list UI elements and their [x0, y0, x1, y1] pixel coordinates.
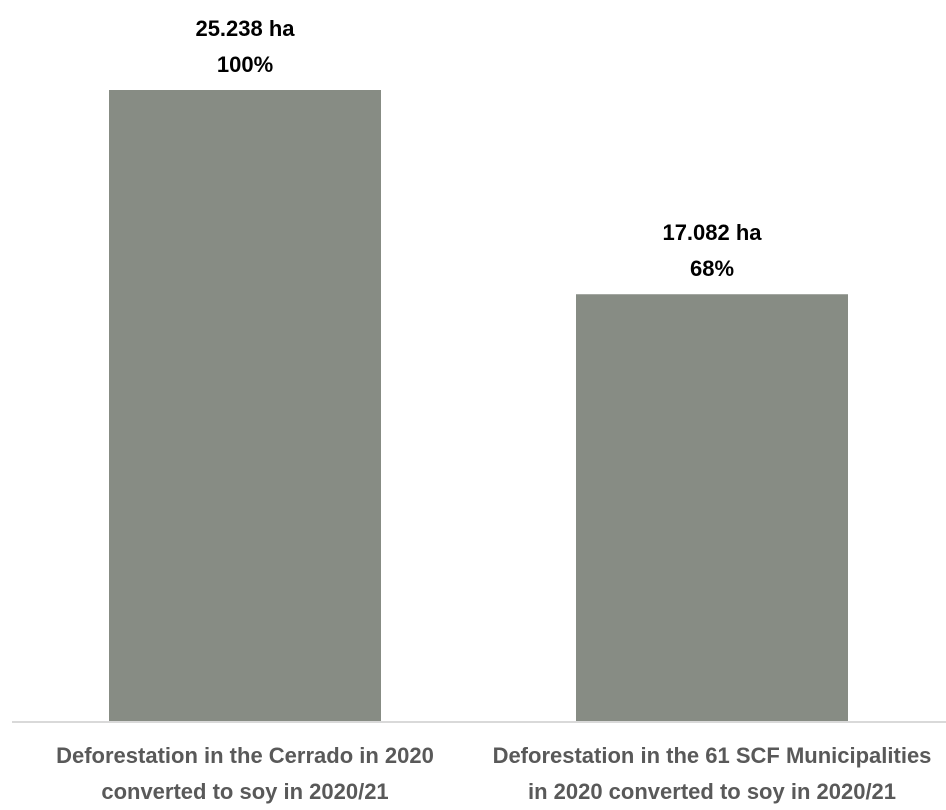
category-label-1-line-1: Deforestation in the Cerrado in 2020 [56, 743, 434, 768]
bars-layer [109, 90, 848, 722]
data-label-area-2: 17.082 ha [662, 220, 762, 245]
data-label-percent-1: 100% [217, 52, 273, 77]
data-label-percent-2: 68% [690, 256, 734, 281]
bar-1 [109, 90, 381, 722]
category-label-1-line-2: converted to soy in 2020/21 [101, 779, 388, 804]
data-label-area-1: 25.238 ha [195, 16, 295, 41]
bar-2 [576, 294, 848, 722]
category-label-2-line-2: in 2020 converted to soy in 2020/21 [528, 779, 896, 804]
labels-layer: 25.238 ha 100% Deforestation in the Cerrad… [56, 16, 931, 804]
category-label-2-line-1: Deforestation in the 61 SCF Municipaliti… [493, 743, 932, 768]
